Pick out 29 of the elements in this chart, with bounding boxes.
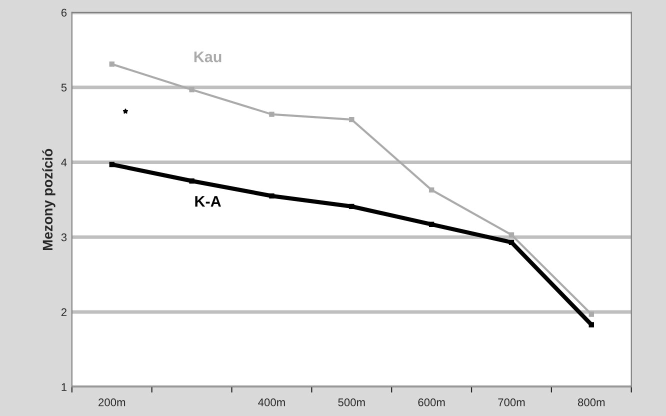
x-tick-label: 800m xyxy=(578,398,605,406)
x-tick-label: 500m xyxy=(338,398,365,406)
x-tick-label: 200m xyxy=(98,398,126,406)
point xyxy=(588,312,594,317)
series-label: Kau xyxy=(194,52,222,62)
point xyxy=(109,62,114,67)
point xyxy=(428,222,434,227)
x-tick-label: 400m xyxy=(258,398,285,406)
y-axis-title: Mezony pozíció xyxy=(42,148,56,250)
x-tick-label: 700m xyxy=(498,398,525,406)
point xyxy=(508,232,514,238)
point xyxy=(269,193,274,199)
point xyxy=(189,178,194,184)
series-label: K-A xyxy=(195,196,221,207)
point xyxy=(269,112,274,117)
y-tick-label: 5 xyxy=(61,84,67,92)
point xyxy=(588,322,594,328)
y-tick-label: 6 xyxy=(61,8,67,17)
x-tick-label: 600m xyxy=(418,398,445,406)
point xyxy=(109,162,114,168)
point xyxy=(189,87,194,92)
y-tick-label: 2 xyxy=(61,308,67,316)
y-tick-label: 4 xyxy=(61,158,67,166)
point xyxy=(428,187,434,193)
y-tick-label: 1 xyxy=(62,383,67,391)
point xyxy=(508,240,514,245)
point xyxy=(349,204,354,210)
y-tick-label: 3 xyxy=(61,233,67,242)
point xyxy=(349,116,354,122)
